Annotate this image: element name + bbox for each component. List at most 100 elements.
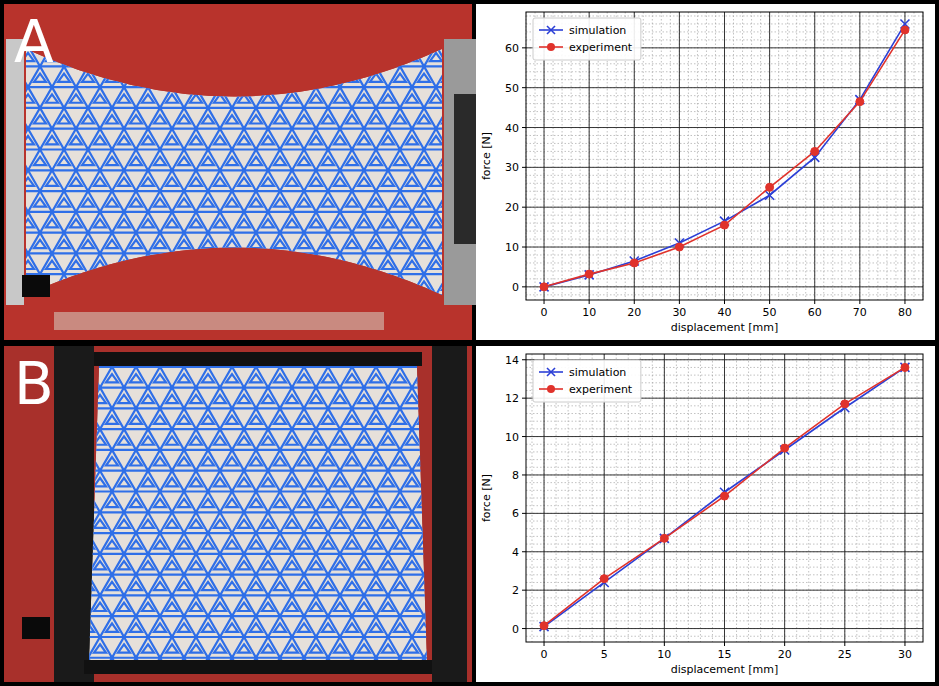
lattice-cell xyxy=(352,512,376,533)
lattice-cell xyxy=(154,623,166,631)
lattice-cell xyxy=(322,582,334,590)
lattice-cell xyxy=(196,325,220,346)
lattice-cell xyxy=(0,108,4,129)
lattice-cell xyxy=(70,520,82,528)
minor-grid-line xyxy=(526,127,923,128)
lattice-cell xyxy=(280,87,304,108)
lattice-cell xyxy=(88,212,112,233)
lattice-cell xyxy=(0,219,10,227)
lattice-cell xyxy=(442,74,454,82)
lattice-cell xyxy=(352,170,376,191)
lattice-cell xyxy=(418,623,430,631)
minor-grid-line xyxy=(751,12,752,300)
lattice xyxy=(0,304,532,686)
lattice-cell xyxy=(196,25,220,46)
lattice-cell xyxy=(376,253,400,274)
lattice-cell xyxy=(10,457,22,465)
lattice-cell xyxy=(232,170,256,191)
lattice-cell xyxy=(268,191,292,212)
lattice-cell xyxy=(316,316,340,337)
lattice-cell xyxy=(196,491,220,512)
lattice-cell xyxy=(292,408,316,429)
lattice-cell xyxy=(442,240,454,248)
lattice-cell xyxy=(4,0,28,4)
lattice-cell xyxy=(10,623,22,631)
lattice-cell xyxy=(400,595,424,616)
lattice-cell xyxy=(160,388,184,409)
lattice-cell xyxy=(0,436,10,444)
lattice-cell xyxy=(160,679,184,686)
lattice-cell xyxy=(208,46,232,67)
lattice-cell xyxy=(40,679,64,686)
lattice-cell xyxy=(64,46,88,67)
lattice-cell xyxy=(424,304,448,325)
lattice-cell xyxy=(274,623,286,631)
lattice-cell xyxy=(244,108,268,129)
grid-line xyxy=(904,12,905,300)
lattice-cell xyxy=(364,491,388,512)
lattice-cell xyxy=(376,212,400,233)
lattice-cell xyxy=(394,416,406,424)
lattice-cell xyxy=(124,616,148,637)
marker-o xyxy=(540,283,548,291)
lattice-cell xyxy=(328,304,352,325)
lattice-cell xyxy=(370,32,382,40)
lattice-cell xyxy=(202,416,214,424)
lattice-cell xyxy=(208,4,232,25)
lattice-cell xyxy=(262,353,274,361)
lattice-cell xyxy=(10,240,22,248)
panel-letter: A xyxy=(14,8,54,76)
lattice-cell xyxy=(106,74,118,82)
lattice-cell xyxy=(298,416,310,424)
lattice-cell xyxy=(436,616,460,637)
lattice-cell xyxy=(148,274,172,295)
lattice-cell xyxy=(370,332,382,340)
clamp xyxy=(94,352,422,366)
lattice-cell xyxy=(280,295,304,316)
lattice-cell xyxy=(424,4,448,25)
lattice-cell xyxy=(166,136,178,144)
lattice-cell xyxy=(382,520,394,528)
lattice-cell xyxy=(220,367,244,388)
lattice-cell xyxy=(454,261,466,269)
lattice-cell xyxy=(376,295,400,316)
lattice-cell xyxy=(244,616,268,637)
lattice-cell xyxy=(142,436,154,444)
lattice-cell xyxy=(394,240,406,248)
lattice-cell xyxy=(340,191,364,212)
minor-grid-line xyxy=(787,12,788,300)
lattice-cell xyxy=(46,603,58,611)
lattice-cell xyxy=(412,316,436,337)
lattice-cell xyxy=(142,219,154,227)
lattice-cell xyxy=(340,616,364,637)
lattice-cell xyxy=(250,281,262,289)
lattice-cell xyxy=(142,53,154,61)
lattice-cell xyxy=(322,499,334,507)
lattice-cell xyxy=(82,323,94,331)
lattice-cell xyxy=(442,457,454,465)
lattice-cell xyxy=(184,346,208,367)
lattice-cell xyxy=(316,233,340,254)
minor-grid-line xyxy=(526,87,923,88)
lattice-cell xyxy=(118,136,130,144)
lattice-cell xyxy=(220,616,244,637)
lattice-cell xyxy=(58,582,70,590)
lattice-cell xyxy=(346,499,358,507)
lattice-cell xyxy=(64,295,88,316)
lattice-cell xyxy=(58,281,70,289)
lattice-cell xyxy=(4,233,28,254)
lattice-cell xyxy=(0,533,4,554)
lattice-cell xyxy=(46,94,58,102)
lattice-cell xyxy=(304,388,328,409)
lattice-cell xyxy=(70,11,82,19)
lattice-cell xyxy=(364,0,388,4)
series-line xyxy=(544,30,905,287)
lattice-cell xyxy=(58,623,70,631)
lattice-cell xyxy=(112,346,136,367)
lattice-cell xyxy=(82,32,94,40)
lattice-cell xyxy=(430,136,442,144)
lattice-cell xyxy=(0,233,4,254)
lattice-cell xyxy=(16,295,40,316)
lattice-cell xyxy=(376,554,400,575)
lattice-cell xyxy=(286,436,298,444)
